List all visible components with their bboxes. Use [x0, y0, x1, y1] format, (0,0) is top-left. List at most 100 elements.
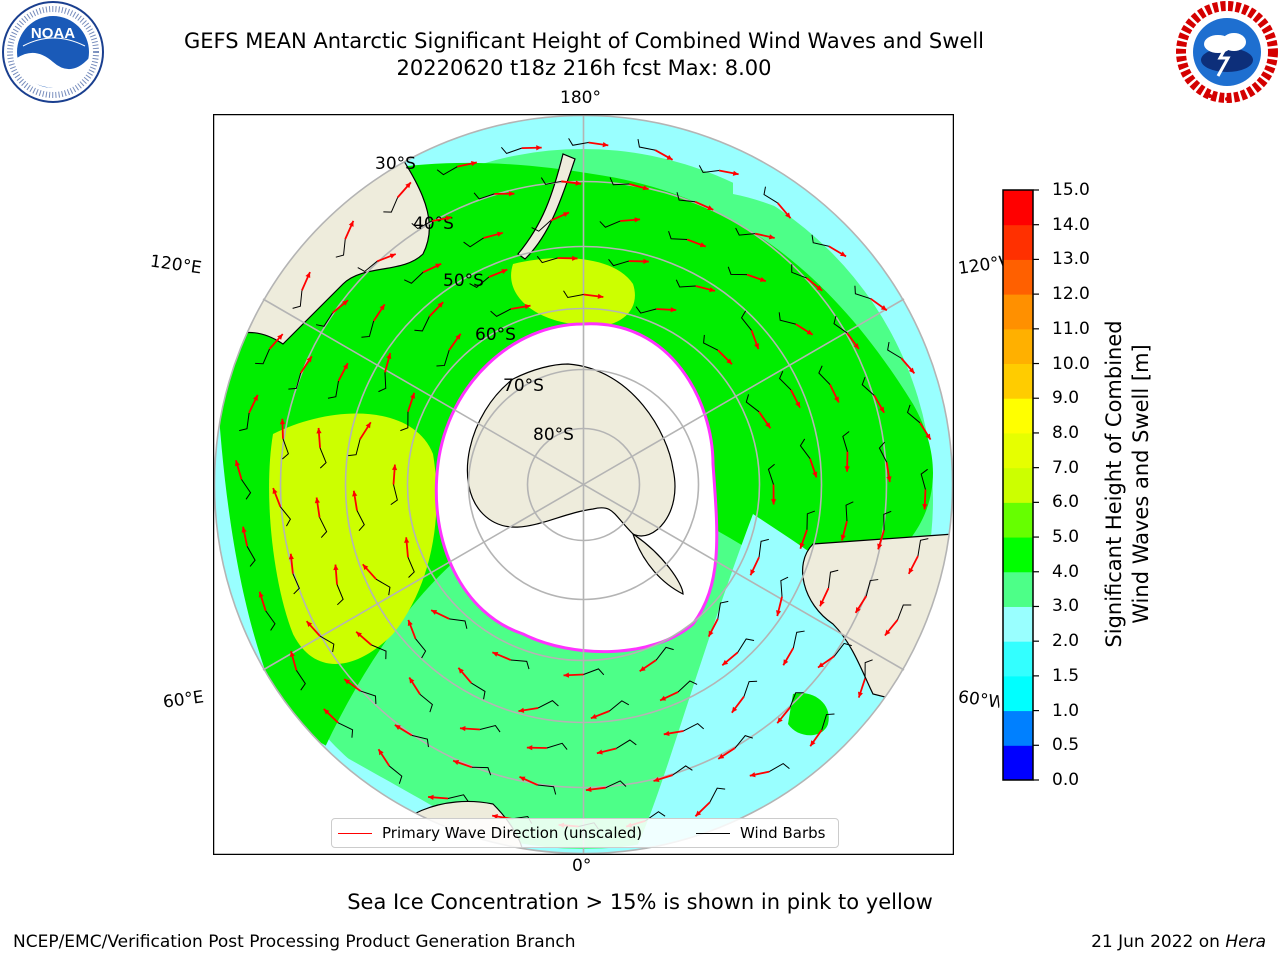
wave-arrow-head — [458, 667, 464, 674]
colorbar-segment — [1003, 537, 1033, 573]
wind-barb — [357, 260, 378, 273]
legend-label: Wind Barbs — [740, 824, 826, 842]
noaa-logo: NOAA — [2, 1, 104, 103]
wind-barb — [645, 811, 666, 822]
wave-arrow-head — [362, 564, 369, 571]
colorbar-tick-label: 8.0 — [1052, 422, 1080, 443]
wind-barb — [255, 348, 270, 365]
wave-arrow-head — [272, 488, 278, 495]
wave-arrow-head — [234, 460, 240, 467]
wave-arrow-head — [886, 476, 892, 483]
colorbar-label-line1: Significant Height of Combined — [1102, 320, 1126, 648]
colorbar-segment — [1003, 363, 1033, 399]
colorbar-segment — [1003, 190, 1033, 226]
wind-barb — [811, 234, 829, 247]
wind-barb — [501, 147, 522, 155]
wind-barb — [407, 557, 415, 578]
wind-barb — [717, 600, 729, 619]
wind-barb — [371, 644, 387, 660]
wave-arrow-head — [258, 591, 264, 598]
wave-arrow-head — [708, 630, 714, 637]
wind-barb — [361, 320, 375, 338]
colorbar-tick-label: 1.5 — [1052, 665, 1080, 686]
wave-arrow-head — [524, 303, 531, 310]
wave-arrow-head — [410, 392, 416, 399]
wave-arrow-head — [880, 305, 887, 311]
colorbar-segment — [1003, 432, 1033, 469]
wave-arrow-head — [602, 142, 609, 148]
wave-arrow-head — [660, 695, 667, 701]
wind-barb — [780, 576, 789, 597]
wind-barb — [861, 377, 875, 396]
wave-arrow-head — [323, 708, 330, 715]
wave-arrow-head — [563, 672, 570, 678]
wave-arrow-head — [333, 564, 339, 571]
wind-barb — [404, 271, 424, 284]
wind-barb — [677, 680, 698, 693]
wind-barb — [319, 447, 327, 469]
wave-arrow-head — [795, 401, 800, 408]
wind-barb — [411, 220, 433, 230]
colorbar-segment — [1003, 294, 1033, 330]
lat-label-80s: 80°S — [533, 425, 574, 445]
wave-arrow-head — [378, 749, 384, 756]
wind-barb — [327, 380, 339, 399]
colorbar-tick-label: 6.0 — [1052, 492, 1080, 513]
colorbar-tick-label: 10.0 — [1052, 353, 1090, 374]
wind-barb — [668, 231, 688, 240]
wave-arrow-head — [597, 293, 604, 299]
wind-barb — [292, 290, 303, 309]
wind-barb — [473, 192, 495, 200]
footer-machine: Hera — [1225, 932, 1266, 952]
wind-barb — [241, 479, 252, 500]
colorbar-segment — [1003, 502, 1033, 538]
colorbar-segment — [1003, 710, 1033, 746]
wave-arrow-head — [799, 542, 805, 549]
wave-arrow-head — [722, 659, 729, 666]
wind-barb — [778, 312, 796, 325]
wave-arrow-head — [289, 651, 295, 658]
wind-barb — [865, 579, 879, 597]
wave-arrow-head — [853, 343, 859, 350]
wind-barb — [883, 510, 892, 531]
colorbar-tick-label: 5.0 — [1052, 527, 1080, 548]
wind-barb — [400, 411, 409, 432]
wind-barb — [378, 372, 387, 393]
wind-barb — [735, 227, 756, 236]
wave-arrow-head — [777, 717, 783, 724]
colorbar-tick-label: 9.0 — [1052, 388, 1080, 409]
wave-arrow-head — [718, 753, 725, 759]
wave-arrow-head — [844, 466, 850, 472]
wave-arrow-head — [305, 272, 311, 279]
wind-barb — [414, 316, 430, 332]
wave-arrow-head — [817, 662, 824, 668]
wave-arrow-head — [670, 307, 677, 313]
wave-arrow-head — [754, 343, 759, 350]
wave-arrow-head — [241, 526, 247, 533]
wind-barb — [834, 642, 852, 657]
wind-barb — [767, 463, 775, 485]
wave-arrow-head — [771, 499, 777, 505]
lon-label-0: 0° — [572, 856, 592, 876]
wave-arrow-head — [877, 543, 883, 550]
wave-arrow-head — [348, 220, 354, 227]
wind-barb — [383, 197, 399, 213]
wave-arrow-head — [526, 745, 533, 751]
wind-barb — [887, 342, 902, 359]
lat-label-30s: 30°S — [375, 154, 416, 174]
wind-barb — [568, 138, 589, 146]
wave-arrow-head — [884, 629, 891, 636]
wind-barb — [737, 638, 755, 653]
lon-label-60e: 60°E — [161, 687, 206, 713]
wind-barb — [789, 692, 804, 708]
legend-label: Primary Wave Direction (unscaled) — [382, 824, 643, 842]
wave-arrow-head — [501, 269, 508, 274]
wind-barb — [282, 438, 289, 460]
wind-barb — [672, 765, 693, 776]
wave-arrow-head — [695, 810, 702, 817]
wave-arrow-head — [699, 242, 706, 248]
wind-barb — [763, 186, 778, 204]
wind-barb — [792, 630, 805, 649]
wave-arrow-head — [356, 631, 362, 638]
colorbar-segment — [1003, 641, 1033, 677]
